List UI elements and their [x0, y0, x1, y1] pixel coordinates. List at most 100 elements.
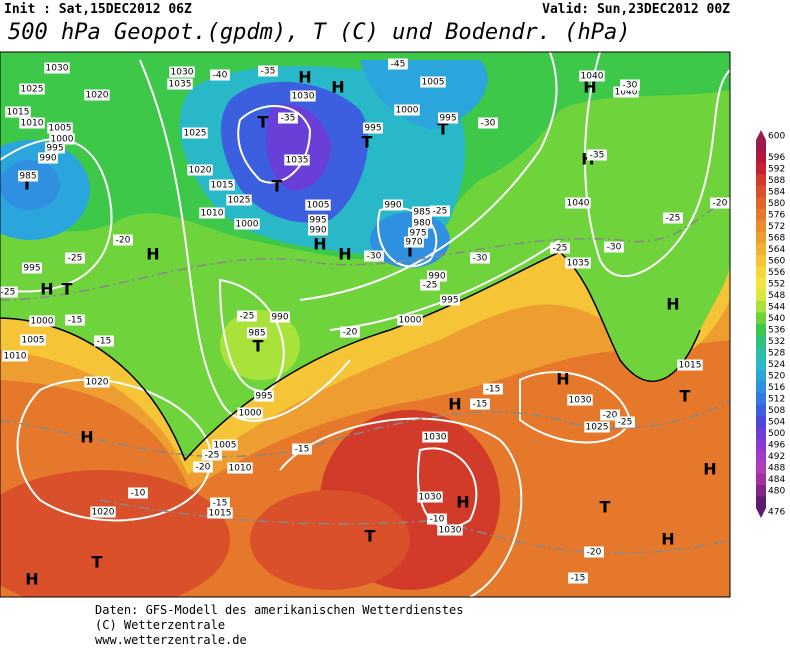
isotherm-label: -35	[281, 114, 296, 124]
isobar-label: 1025	[21, 85, 44, 95]
colorbar-end	[756, 130, 766, 140]
colorbar-swatch	[756, 370, 766, 382]
isobar-label: 1040	[567, 199, 590, 209]
colorbar-swatch	[756, 243, 766, 256]
colorbar-label: 556	[768, 268, 785, 278]
colorbar-label: 528	[768, 348, 785, 358]
colorbar-swatch	[756, 220, 766, 233]
isobar-label: 995	[23, 264, 40, 274]
isobar-label: 1015	[211, 181, 234, 191]
isobar-label: 1030	[292, 92, 315, 102]
isobar-label-bg	[29, 315, 55, 327]
isotherm-label-bg	[258, 65, 278, 77]
colorbar-label: 584	[768, 187, 785, 197]
isotherm-label-bg	[278, 112, 298, 124]
isobar-label-bg	[422, 431, 448, 443]
pressure-center: H	[338, 245, 351, 264]
colorbar-swatch	[756, 312, 766, 325]
colorbar-label: 520	[768, 371, 785, 381]
isobar-label: 995	[441, 296, 458, 306]
footer-line: (C) Wetterzentrale	[95, 618, 225, 632]
isobar-label: 1020	[92, 508, 115, 518]
isobar-label-bg	[308, 224, 328, 236]
isotherm-label-bg	[292, 443, 312, 455]
isotherm-label: -20	[713, 199, 728, 209]
isobar-label: 1005	[49, 124, 72, 134]
pressure-center: T	[365, 527, 376, 546]
colorbar-swatch	[756, 485, 766, 497]
isobar-label: 1000	[396, 106, 419, 116]
isobar-label: 985	[413, 208, 430, 218]
isobar-label-bg	[199, 207, 225, 219]
colorbar-swatch	[756, 174, 766, 187]
isobar-label: 1010	[4, 352, 27, 362]
isotherm-label-bg	[478, 117, 498, 129]
isobar-label-bg	[84, 89, 110, 101]
isobar-label-bg	[270, 311, 290, 323]
isobar-label-bg	[565, 197, 591, 209]
colorbar-swatch	[756, 232, 766, 244]
colorbar-swatch	[756, 404, 766, 417]
isobar-label-bg	[308, 214, 328, 226]
isotherm-label-bg	[470, 252, 490, 264]
colorbar-label: 600	[768, 132, 785, 142]
isobar-label: 1005	[307, 201, 330, 211]
isotherm-label: -20	[603, 411, 618, 421]
isobar-label-bg	[212, 439, 238, 451]
isobar-label-bg	[567, 394, 593, 406]
isotherm-label-bg	[193, 461, 213, 473]
colorbar-swatch	[756, 381, 766, 394]
colorbar-swatch	[756, 335, 766, 348]
isobar-label-bg	[18, 170, 38, 182]
isotherm-label-bg	[620, 79, 640, 91]
isobar-label: 1000	[399, 316, 422, 326]
isotherm-label: -15	[213, 499, 228, 509]
map-frame	[0, 51, 731, 598]
isobar-label-bg	[19, 83, 45, 95]
isotherm-label-bg	[364, 250, 384, 262]
pressure-center: T	[258, 113, 269, 132]
isobar-label: 1010	[201, 209, 224, 219]
isobar-label-bg	[2, 350, 28, 362]
isobar-label-bg	[427, 270, 447, 282]
map-area: HHHHHHHHHHHHHHHHTTTTTTTTTTTT103010251020…	[0, 52, 730, 597]
colorbar-swatch	[756, 197, 766, 210]
colorbar-swatch	[756, 416, 766, 428]
isobar-label: 995	[46, 144, 63, 154]
pressure-center: T	[680, 387, 691, 406]
isobar-label-bg	[579, 70, 605, 82]
isobar-label: 1015	[209, 509, 232, 519]
map-title: 500 hPa Geopot.(gpdm), T (C) und Bodendr…	[8, 20, 631, 45]
colorbar-swatch	[756, 358, 766, 371]
pressure-center: H	[146, 245, 159, 264]
isobar-label: 1010	[229, 464, 252, 474]
colorbar-swatch	[756, 462, 766, 474]
isotherm-label-bg	[202, 449, 222, 461]
pressure-center: H	[703, 460, 716, 479]
isobar-label: 995	[309, 216, 326, 226]
isotherm-label: -20	[116, 236, 131, 246]
isobar-label-bg	[397, 314, 423, 326]
isobar-label: 1030	[424, 433, 447, 443]
isotherm-label-bg	[600, 409, 620, 421]
isotherm-label-bg	[420, 279, 440, 291]
isotherm-label: -25	[618, 418, 633, 428]
colorbar-label: 536	[768, 325, 785, 335]
isotherm-label-bg	[0, 286, 18, 298]
colorbar-swatch	[756, 393, 766, 405]
colorbar-label: 532	[768, 337, 785, 347]
isobar-label: 980	[413, 219, 430, 229]
isobar-label: 1030	[171, 68, 194, 78]
colorbar-swatch	[756, 324, 766, 336]
isotherm-label-bg	[470, 398, 490, 410]
isobar-label-bg	[84, 376, 110, 388]
colorbar-label: 496	[768, 440, 785, 450]
isobar-label: 990	[384, 201, 401, 211]
isobar-label-bg	[677, 359, 703, 371]
colorbar-label: 564	[768, 245, 785, 255]
isobar-label-bg	[565, 257, 591, 269]
pressure-center: H	[666, 295, 679, 314]
isobar-label-bg	[167, 78, 193, 90]
isotherm-label: -20	[196, 463, 211, 473]
colorbar-label: 592	[768, 164, 785, 174]
